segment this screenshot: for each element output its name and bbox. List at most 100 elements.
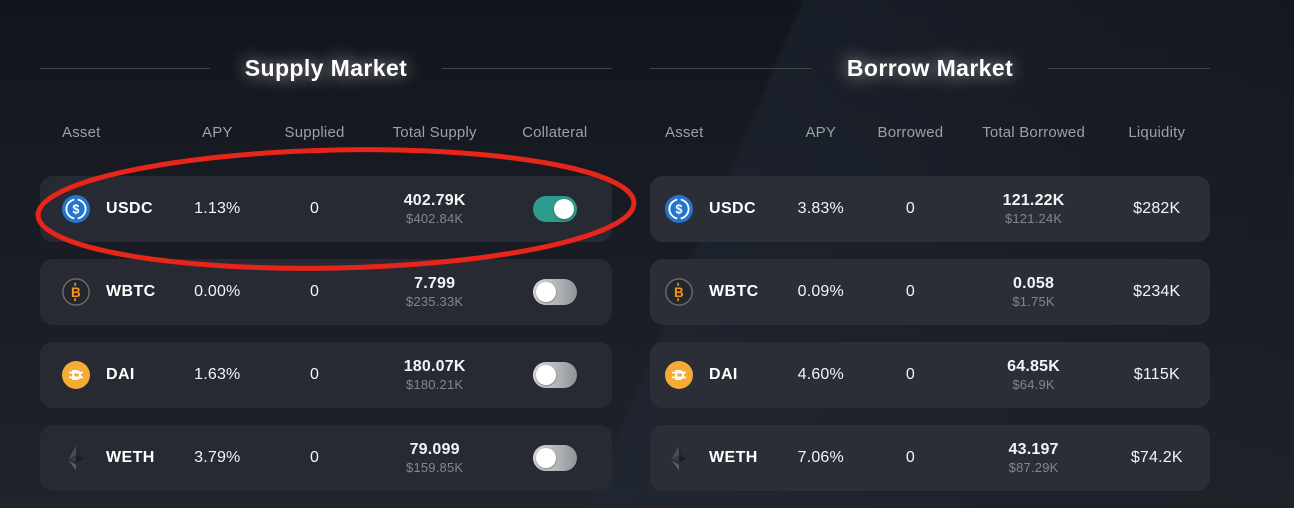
apy-value: 4.60% (797, 366, 844, 383)
svg-text:B: B (674, 285, 684, 300)
asset-name: USDC (106, 200, 153, 217)
total-borrowed-usd: $1.75K (1012, 294, 1055, 309)
asset-name: WETH (106, 449, 155, 466)
borrow-row-wbtc[interactable]: B WBTC 0.09% 0 0.058 $1.75K $234K (650, 259, 1210, 325)
borrow-row-dai[interactable]: D DAI 4.60% 0 64.85K $64.9K $115K (650, 342, 1210, 408)
total-supply-value: 402.79K (403, 192, 466, 209)
borrowed-value: 0 (905, 449, 915, 466)
divider-line (650, 67, 812, 69)
supply-row-wbtc[interactable]: B WBTC 0.00% 0 7.799 $235.33K (40, 259, 612, 325)
supply-market-section: Supply Market Asset APY Supplied Total S… (40, 0, 612, 491)
collateral-cell (498, 445, 612, 471)
svg-text:D: D (674, 368, 685, 384)
supply-row-dai[interactable]: D DAI 1.63% 0 180.07K $180.21K (40, 342, 612, 408)
column-header-supplied: Supplied (284, 123, 345, 141)
total-supply-cell: 180.07K $180.21K (372, 358, 498, 392)
wbtc-icon: B (62, 278, 90, 306)
total-supply-cell: 79.099 $159.85K (372, 441, 498, 475)
supply-rows: $ USDC 1.13% 0 402.79K $402.84K B WBTC 0… (40, 176, 612, 491)
borrow-market-section: Borrow Market Asset APY Borrowed Total B… (650, 0, 1211, 491)
borrowed-value: 0 (905, 283, 915, 300)
supply-row-usdc[interactable]: $ USDC 1.13% 0 402.79K $402.84K (40, 176, 612, 242)
total-borrowed-cell: 43.197 $87.29K (964, 441, 1104, 475)
total-supply-usd: $235.33K (406, 294, 464, 309)
total-borrowed-value: 64.85K (1007, 358, 1060, 375)
dai-icon: D (62, 361, 90, 389)
borrow-market-title-row: Borrow Market (650, 53, 1211, 83)
total-borrowed-value: 43.197 (1008, 441, 1059, 458)
asset-name: WETH (709, 449, 758, 466)
asset-cell: $ USDC (650, 195, 784, 223)
collateral-toggle[interactable] (532, 279, 577, 305)
toggle-knob (535, 448, 556, 468)
asset-name: USDC (709, 200, 756, 217)
total-supply-cell: 402.79K $402.84K (372, 192, 498, 226)
total-supply-value: 79.099 (409, 441, 460, 458)
total-borrowed-usd: $64.9K (1012, 377, 1055, 392)
asset-cell: B WBTC (650, 278, 784, 306)
total-borrowed-usd: $121.24K (1004, 211, 1063, 226)
asset-name: DAI (709, 366, 738, 383)
asset-cell: WETH (40, 444, 177, 472)
column-header-apy: APY (805, 123, 837, 141)
collateral-cell (498, 196, 612, 222)
total-borrowed-cell: 64.85K $64.9K (964, 358, 1104, 392)
dai-icon: D (665, 361, 693, 389)
asset-name: DAI (106, 366, 135, 383)
weth-icon (665, 444, 693, 472)
asset-name: WBTC (709, 283, 759, 300)
apy-value: 0.00% (194, 283, 241, 300)
collateral-toggle[interactable] (532, 362, 577, 388)
column-header-total-borrowed: Total Borrowed (982, 123, 1085, 141)
usdc-icon: $ (62, 195, 90, 223)
wbtc-icon: B (665, 278, 693, 306)
apy-value: 1.13% (194, 200, 241, 217)
collateral-cell (498, 362, 612, 388)
collateral-cell (498, 279, 612, 305)
supply-table-header: Asset APY Supplied Total Supply Collater… (40, 123, 612, 141)
borrow-rows: $ USDC 3.83% 0 121.22K $121.24K $282K B … (650, 176, 1210, 491)
svg-text:B: B (71, 285, 81, 300)
column-header-total-supply: Total Supply (392, 123, 477, 141)
divider-line (40, 67, 210, 69)
supplied-value: 0 (309, 200, 320, 217)
apy-value: 7.06% (797, 449, 844, 466)
apy-value: 0.09% (797, 283, 844, 300)
asset-cell: B WBTC (40, 278, 177, 306)
supplied-value: 0 (309, 449, 320, 466)
column-header-apy: APY (201, 123, 233, 141)
total-borrowed-usd: $87.29K (1008, 460, 1059, 475)
column-header-collateral: Collateral (522, 123, 588, 141)
borrowed-value: 0 (905, 200, 915, 217)
total-supply-value: 7.799 (414, 275, 456, 292)
svg-text:$: $ (72, 203, 79, 217)
total-supply-value: 180.07K (403, 358, 466, 375)
collateral-toggle[interactable] (532, 196, 577, 222)
total-borrowed-value: 0.058 (1013, 275, 1055, 292)
borrow-row-usdc[interactable]: $ USDC 3.83% 0 121.22K $121.24K $282K (650, 176, 1210, 242)
svg-text:$: $ (675, 203, 682, 217)
usdc-icon: $ (665, 195, 693, 223)
total-borrowed-cell: 0.058 $1.75K (964, 275, 1104, 309)
liquidity-value: $115K (1133, 366, 1180, 383)
apy-value: 3.83% (797, 200, 844, 217)
column-header-asset: Asset (62, 123, 101, 141)
total-supply-usd: $180.21K (406, 377, 464, 392)
asset-cell: D DAI (40, 361, 177, 389)
toggle-knob (535, 282, 556, 302)
supply-row-weth[interactable]: WETH 3.79% 0 79.099 $159.85K (40, 425, 612, 491)
collateral-toggle[interactable] (532, 445, 577, 471)
divider-line (442, 67, 612, 69)
liquidity-value: $282K (1133, 200, 1181, 217)
borrow-market-title: Borrow Market (846, 54, 1014, 81)
borrow-row-weth[interactable]: WETH 7.06% 0 43.197 $87.29K $74.2K (650, 425, 1210, 491)
total-borrowed-cell: 121.22K $121.24K (964, 192, 1104, 226)
weth-icon (62, 444, 90, 472)
asset-cell: D DAI (650, 361, 784, 389)
column-header-liquidity: Liquidity (1128, 123, 1186, 141)
supplied-value: 0 (309, 366, 320, 383)
apy-value: 1.63% (194, 366, 241, 383)
asset-cell: WETH (650, 444, 784, 472)
toggle-knob (535, 365, 556, 385)
supplied-value: 0 (309, 283, 320, 300)
